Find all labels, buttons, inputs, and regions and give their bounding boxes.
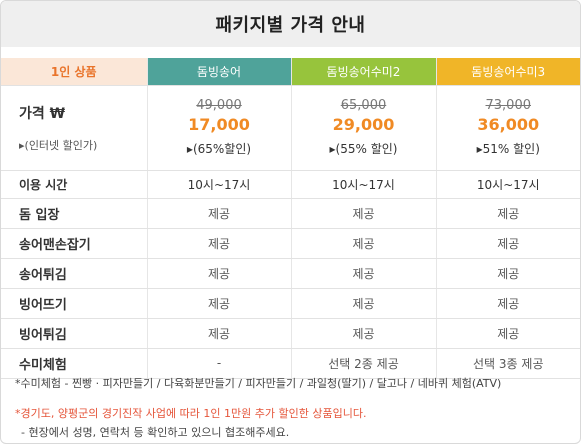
price-label-cell: 가격 ₩ ▸(인터넷 할인가) — [1, 85, 147, 171]
table-header-row: 1인 상품 돔빙송어 돔빙송어수미2 돔빙송어수미3 — [1, 58, 580, 86]
page-title: 패키지별 가격 안내 — [215, 15, 366, 36]
row-value: 제공 — [435, 258, 580, 289]
header-package-2: 돔빙송어수미2 — [290, 58, 436, 86]
price-label: 가격 ₩ — [19, 105, 66, 122]
header-corner: 1인 상품 — [1, 58, 147, 86]
sale-price: 36,000 — [477, 115, 540, 134]
table-row: 돔 입장 제공 제공 제공 — [1, 198, 580, 229]
table-row: 빙어튀김 제공 제공 제공 — [1, 318, 580, 349]
discount-rate: ▸(55% 할인) — [329, 142, 398, 156]
price-sublabel: ▸(인터넷 할인가) — [19, 138, 98, 152]
row-value: 선택 3종 제공 — [435, 348, 580, 379]
price-row: 가격 ₩ ▸(인터넷 할인가) 49,000 17,000 ▸(65%할인) 6… — [1, 85, 580, 171]
header-package-3: 돔빙송어수미3 — [435, 58, 580, 86]
sale-price: 29,000 — [332, 115, 395, 134]
original-price: 65,000 — [340, 98, 387, 113]
time-row: 이용 시간 10시~17시 10시~17시 10시~17시 — [1, 170, 580, 199]
original-price: 49,000 — [196, 98, 242, 113]
row-value: 제공 — [435, 198, 580, 229]
row-label: 수미체험 — [1, 348, 147, 379]
time-value: 10시~17시 — [435, 170, 580, 199]
row-label: 빙어뜨기 — [1, 288, 147, 319]
discount-rate: ▸(65%할인) — [186, 142, 252, 156]
row-label: 빙어튀김 — [1, 318, 147, 349]
row-value: 제공 — [146, 198, 291, 229]
original-price: 73,000 — [485, 98, 532, 113]
row-value: 제공 — [290, 318, 436, 349]
row-value: 제공 — [290, 288, 436, 319]
row-value: 제공 — [435, 228, 580, 259]
row-value: 제공 — [290, 198, 436, 229]
table-row: 송어튀김 제공 제공 제공 — [1, 258, 580, 289]
row-value: 제공 — [146, 288, 291, 319]
time-value: 10시~17시 — [290, 170, 436, 199]
table-row: 수미체험 - 선택 2종 제공 선택 3종 제공 — [1, 348, 580, 379]
row-value: 제공 — [146, 318, 291, 349]
row-label: 송어맨손잡기 — [1, 228, 147, 259]
price-cell-1: 49,000 17,000 ▸(65%할인) — [146, 85, 291, 171]
header-package-1: 돔빙송어 — [146, 58, 291, 86]
footnotes: *수미체험 - 찐빵 · 피자만들기 / 다육화분만들기 / 피자만들기 / 과… — [15, 375, 570, 440]
row-value: 선택 2종 제공 — [290, 348, 436, 379]
price-cell-2: 65,000 29,000 ▸(55% 할인) — [290, 85, 436, 171]
row-value: - — [146, 348, 291, 379]
time-label: 이용 시간 — [1, 170, 147, 199]
row-value: 제공 — [146, 228, 291, 259]
footnote-verification: - 현장에서 성명, 연락처 등 확인하고 있으니 협조해주세요. — [21, 426, 290, 439]
table-row: 송어맨손잡기 제공 제공 제공 — [1, 228, 580, 259]
title-band: 패키지별 가격 안내 — [1, 1, 580, 47]
footnote-experience: *수미체험 - 찐빵 · 피자만들기 / 다육화분만들기 / 피자만들기 / 과… — [15, 377, 502, 390]
table-row: 빙어뜨기 제공 제공 제공 — [1, 288, 580, 319]
row-label: 돔 입장 — [1, 198, 147, 229]
row-value: 제공 — [435, 318, 580, 349]
price-cell-3: 73,000 36,000 ▸51% 할인) — [435, 85, 580, 171]
sale-price: 17,000 — [188, 115, 250, 134]
price-table: 1인 상품 돔빙송어 돔빙송어수미2 돔빙송어수미3 가격 ₩ ▸(인터넷 할인… — [1, 58, 580, 379]
row-value: 제공 — [146, 258, 291, 289]
time-value: 10시~17시 — [146, 170, 291, 199]
row-value: 제공 — [290, 258, 436, 289]
row-label: 송어튀김 — [1, 258, 147, 289]
row-value: 제공 — [435, 288, 580, 319]
footnote-discount-notice: *경기도, 양평군의 경기진작 사업에 따라 1인 1만원 추가 할인한 상품입… — [15, 407, 367, 420]
row-value: 제공 — [290, 228, 436, 259]
discount-rate: ▸51% 할인) — [476, 142, 540, 156]
